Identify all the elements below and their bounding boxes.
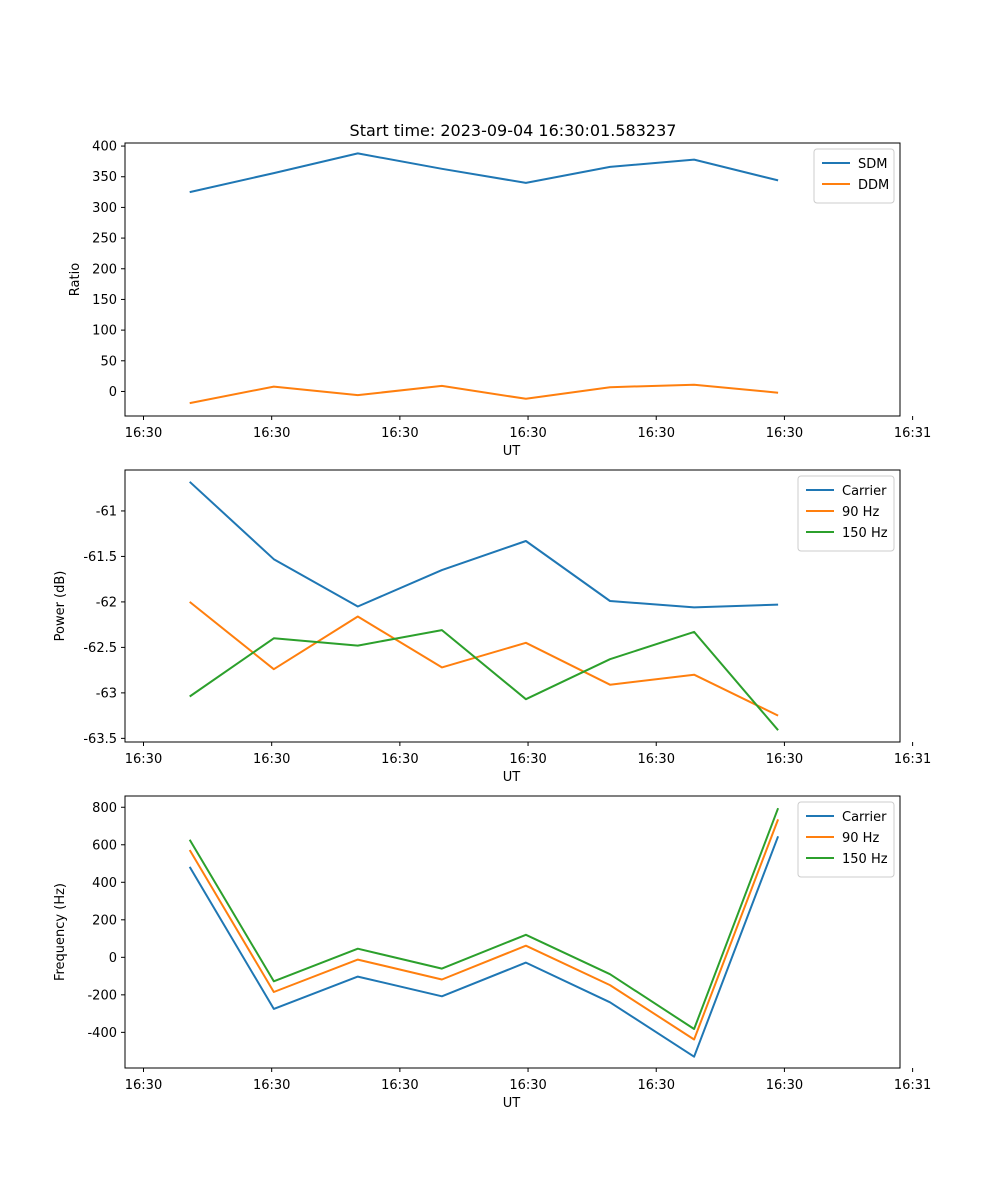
power-axes-frame <box>124 469 901 743</box>
power-legend-label: 150 Hz <box>842 526 888 541</box>
frequency-y-tick-label: 200 <box>92 913 117 928</box>
chart-title: Start time: 2023-09-04 16:30:01.583237 <box>350 121 677 140</box>
ratio-x-tick-label: 16:30 <box>509 426 546 441</box>
frequency-x-axis-label: UT <box>503 1096 521 1111</box>
frequency-y-tick-label: -400 <box>87 1026 117 1041</box>
ratio-axes-frame <box>124 142 901 417</box>
ratio-x-tick-label: 16:30 <box>381 426 418 441</box>
frequency-y-tick-label: 800 <box>92 801 117 816</box>
ratio-x-axis-label: UT <box>503 444 521 459</box>
ratio-y-tick-label: 300 <box>92 201 117 216</box>
ratio-y-tick-label: 150 <box>92 293 117 308</box>
frequency-subplot: 16:30 16:30 16:30 16:30 16:30 16:30 16:31 800 60… <box>53 795 931 1111</box>
power-x-tick-label: 16:30 <box>509 752 546 767</box>
power-legend-label: Carrier <box>842 484 887 499</box>
ratio-y-tick-label: 400 <box>92 140 117 155</box>
ratio-x-tick-label: 16:30 <box>766 426 803 441</box>
power-subplot: 16:30 16:30 16:30 16:30 16:30 16:30 16:31 -61 -6… <box>53 469 931 785</box>
frequency-x-tick-label: 16:30 <box>381 1078 418 1093</box>
ratio-subplot: 16:30 16:30 16:30 16:30 16:30 16:30 16:31 0 50 10… <box>68 140 931 459</box>
frequency-x-tick-label: 16:31 <box>894 1078 931 1093</box>
ratio-x-tick-label: 16:30 <box>125 426 162 441</box>
frequency-y-axis-label: Frequency (Hz) <box>53 883 68 981</box>
frequency-legend-label: 90 Hz <box>842 831 879 846</box>
power-x-tick-label: 16:30 <box>253 752 290 767</box>
frequency-series-line-90-hz <box>188 819 780 1041</box>
frequency-y-tick-label: 400 <box>92 876 117 891</box>
ratio-y-axis-label: Ratio <box>68 263 83 296</box>
frequency-series-line-carrier <box>188 835 780 1058</box>
ratio-x-tick-label: 16:31 <box>894 426 931 441</box>
ratio-x-tick-label: 16:30 <box>638 426 675 441</box>
power-x-tick-label: 16:30 <box>381 752 418 767</box>
frequency-series-line-150-hz <box>188 807 780 1030</box>
power-series-line-150-hz <box>189 629 779 731</box>
ratio-y-tick-label: 350 <box>92 170 117 185</box>
power-y-tick-label: -62.5 <box>83 641 117 656</box>
power-x-axis-label: UT <box>503 770 521 785</box>
frequency-x-tick-label: 16:30 <box>509 1078 546 1093</box>
frequency-legend-label: 150 Hz <box>842 852 888 867</box>
power-y-axis-label: Power (dB) <box>53 571 68 642</box>
ratio-y-tick-label: 100 <box>92 324 117 339</box>
power-x-tick-label: 16:30 <box>766 752 803 767</box>
power-y-tick-label: -62 <box>96 595 117 610</box>
ratio-series-line-sdm <box>189 152 779 194</box>
frequency-x-tick-label: 16:30 <box>125 1078 162 1093</box>
frequency-x-tick-label: 16:30 <box>766 1078 803 1093</box>
ratio-legend-label: SDM <box>858 157 887 172</box>
frequency-x-tick-label: 16:30 <box>253 1078 290 1093</box>
power-y-tick-label: -61.5 <box>83 550 117 565</box>
power-series-line-carrier <box>189 481 779 609</box>
power-y-tick-label: -61 <box>96 504 117 519</box>
ratio-y-tick-label: 250 <box>92 232 117 247</box>
power-series-line-90-hz <box>189 601 779 717</box>
power-y-tick-label: -63.5 <box>83 732 117 747</box>
ratio-x-tick-label: 16:30 <box>253 426 290 441</box>
ratio-legend-label: DDM <box>858 178 889 193</box>
frequency-x-tick-label: 16:30 <box>638 1078 675 1093</box>
frequency-y-tick-label: -200 <box>87 988 117 1003</box>
frequency-axes-frame <box>124 795 901 1069</box>
ratio-y-tick-label: 200 <box>92 262 117 277</box>
power-x-tick-label: 16:30 <box>125 752 162 767</box>
frequency-y-tick-label: 600 <box>92 838 117 853</box>
power-legend-label: 90 Hz <box>842 505 879 520</box>
power-x-tick-label: 16:30 <box>638 752 675 767</box>
ratio-y-tick-label: 0 <box>109 385 117 400</box>
power-y-tick-label: -63 <box>96 686 117 701</box>
frequency-y-tick-label: 0 <box>109 951 117 966</box>
ratio-series-line-ddm <box>189 383 779 405</box>
frequency-legend-label: Carrier <box>842 810 887 825</box>
ratio-y-tick-label: 50 <box>100 354 117 369</box>
power-x-tick-label: 16:31 <box>894 752 931 767</box>
